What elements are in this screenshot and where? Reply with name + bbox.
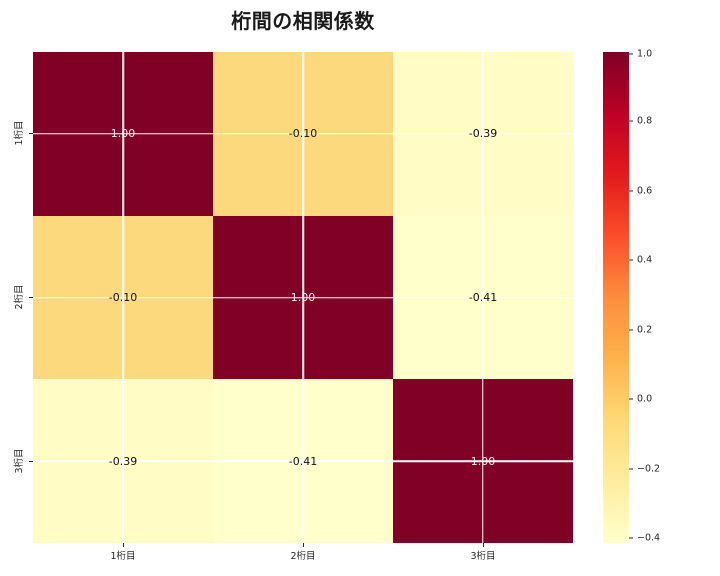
- heatmap-plot: 1.00 -0.10 -0.39 -0.10 1.00 -0.41 -0.39 …: [33, 52, 573, 543]
- gridline-horizontal: [33, 133, 573, 135]
- colorbar-tick-label: −0.2: [637, 463, 661, 475]
- colorbar-tick-label: 0.6: [637, 185, 653, 197]
- x-tick-mark: [303, 543, 304, 547]
- colorbar-gradient: [603, 52, 629, 543]
- cell-value: -0.41: [288, 454, 318, 468]
- colorbar-tick-mark: [629, 120, 633, 122]
- colorbar-tick-mark: [629, 53, 633, 55]
- colorbar-tick-label: 0.4: [637, 254, 653, 266]
- colorbar-tick-label: 0.2: [637, 324, 653, 336]
- cell-value: -0.39: [468, 127, 498, 141]
- cell-value: -0.39: [108, 454, 138, 468]
- y-tick-mark: [29, 297, 33, 298]
- cell-value: 1.00: [110, 127, 136, 141]
- gridline-horizontal: [33, 460, 573, 462]
- x-tick-mark: [123, 543, 124, 547]
- colorbar-tick-mark: [629, 398, 633, 400]
- colorbar-tick-mark: [629, 537, 633, 539]
- colorbar-tick-mark: [629, 190, 633, 192]
- x-tick-label: 1桁目: [110, 551, 136, 562]
- colorbar-tick-mark: [629, 468, 633, 470]
- cell-value: 1.00: [290, 290, 316, 304]
- cell-value: -0.10: [288, 127, 318, 141]
- colorbar: [603, 52, 629, 543]
- colorbar-tick-mark: [629, 259, 633, 261]
- colorbar-tick-label: 0.0: [637, 393, 653, 405]
- cell-value: 1.00: [470, 454, 496, 468]
- colorbar-ticks: 1.0 0.8 0.6 0.4 0.2 0.0 −0.2 −0.4: [629, 48, 689, 544]
- x-tick-mark: [483, 543, 484, 547]
- colorbar-tick-label: 1.0: [637, 48, 653, 60]
- cell-value: -0.41: [468, 290, 498, 304]
- chart-title: 桁間の相関係数: [231, 9, 375, 33]
- colorbar-tick-mark: [629, 329, 633, 331]
- y-tick-mark: [29, 133, 33, 134]
- cell-value: -0.10: [108, 290, 138, 304]
- x-tick-label: 2桁目: [290, 551, 316, 562]
- y-tick-mark: [29, 461, 33, 462]
- colorbar-tick-label: 0.8: [637, 115, 653, 127]
- x-tick-label: 3桁目: [470, 551, 496, 562]
- gridline-horizontal: [33, 296, 573, 299]
- colorbar-tick-label: −0.4: [637, 532, 661, 544]
